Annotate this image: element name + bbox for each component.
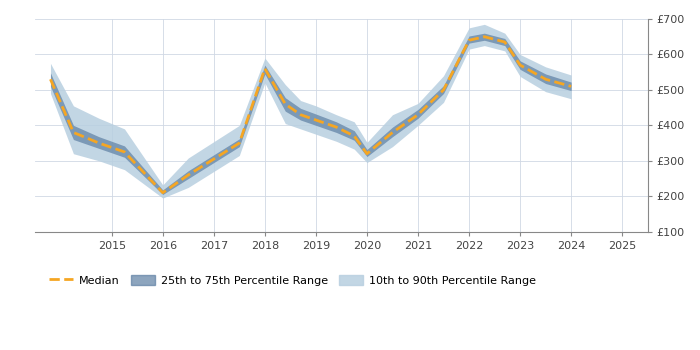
Median — [414, 113, 422, 117]
Median — [332, 125, 340, 129]
Median — [541, 77, 550, 81]
Median — [465, 38, 473, 42]
Line: Median: Median — [50, 37, 571, 193]
Median — [120, 150, 129, 154]
Median — [235, 141, 244, 145]
Median — [480, 35, 489, 39]
Median — [567, 84, 575, 89]
Median — [69, 130, 78, 134]
Median — [296, 113, 304, 117]
Median — [184, 173, 192, 177]
Median — [363, 152, 371, 156]
Median — [500, 40, 509, 44]
Median — [516, 63, 524, 67]
Legend: Median, 25th to 75th Percentile Range, 10th to 90th Percentile Range: Median, 25th to 75th Percentile Range, 1… — [44, 270, 540, 290]
Median — [46, 77, 55, 81]
Median — [350, 134, 358, 138]
Median — [281, 102, 290, 106]
Median — [389, 130, 397, 134]
Median — [440, 88, 448, 92]
Median — [312, 118, 320, 122]
Median — [94, 141, 103, 145]
Median — [159, 191, 167, 195]
Median — [260, 66, 269, 71]
